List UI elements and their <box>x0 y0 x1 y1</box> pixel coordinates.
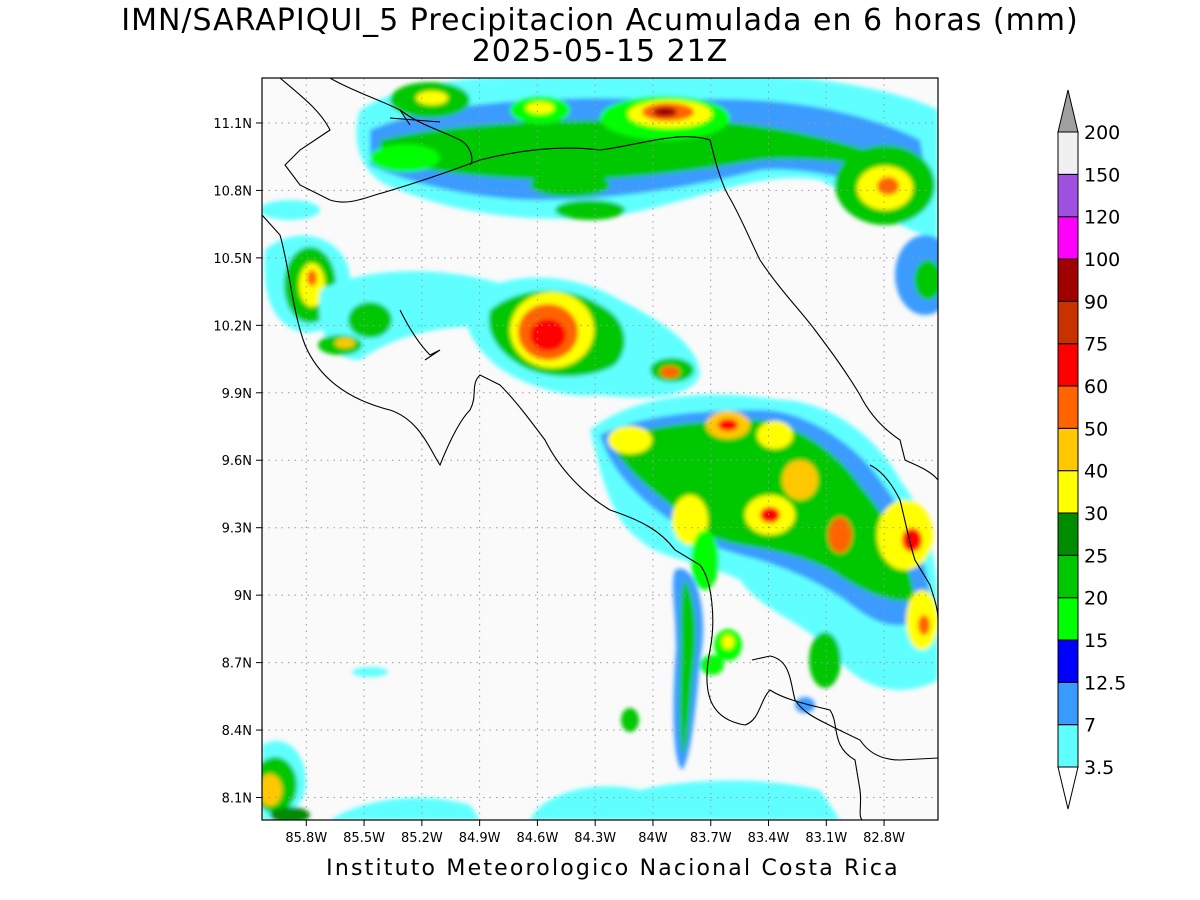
colorbar-over-arrow <box>1057 89 1079 133</box>
lon-tick-label: 84.3W <box>574 831 616 846</box>
colorbar-level-label: 3.5 <box>1084 757 1114 779</box>
colorbar-swatch <box>1057 300 1079 345</box>
lon-tick-label: 82.8W <box>863 831 905 846</box>
colorbar-swatch <box>1057 512 1079 556</box>
lat-tick-label: 8.7N <box>222 657 252 672</box>
lat-tick-label: 9N <box>234 589 252 604</box>
colorbar-swatch <box>1057 216 1079 260</box>
colorbar-swatch <box>1057 554 1079 599</box>
coastlines-and-borders <box>262 78 938 820</box>
lat-tick-label: 8.4N <box>222 724 252 739</box>
map-frame <box>261 77 939 821</box>
precipitation-colorbar: 3.5 7 12.5 15 20 25 30 40 50 60 75 90 100 120 150 200 <box>1057 89 1126 810</box>
lat-tick-label: 11.1N <box>213 117 252 132</box>
longitude-axis: 85.8W 85.5W 85.2W 84.9W 84.6W 84.3W 84W 83.7W 83… <box>285 820 905 846</box>
map-title: IMN/SARAPIQUI_5 Precipitacion Acumulada … <box>121 3 1079 38</box>
colorbar-level-label: 90 <box>1084 291 1108 313</box>
colorbar-level-label: 7 <box>1084 715 1096 737</box>
colorbar-swatch <box>1057 724 1079 768</box>
lon-tick-label: 83.1W <box>805 831 847 846</box>
colorbar-under-arrow <box>1057 766 1079 810</box>
colorbar-level-label: 40 <box>1084 461 1108 483</box>
lon-tick-label: 84.6W <box>517 831 559 846</box>
colorbar-swatch <box>1057 427 1079 472</box>
lat-tick-label: 10.2N <box>213 319 252 334</box>
colorbar-swatch <box>1057 343 1079 387</box>
map-grid <box>262 78 938 820</box>
precip-area-north-green <box>380 118 900 180</box>
panama-coast-south <box>751 655 938 761</box>
lat-tick-label: 9.9N <box>222 387 252 402</box>
colorbar-level-label: 150 <box>1084 164 1120 186</box>
colorbar-swatch <box>1057 639 1079 683</box>
lat-tick-label: 9.6N <box>222 454 252 469</box>
lon-tick-label: 85.2W <box>401 831 443 846</box>
colorbar-level-label: 20 <box>1084 588 1108 610</box>
colorbar-level-label: 15 <box>1084 630 1108 652</box>
panama-border <box>869 464 938 621</box>
colorbar-level-label: 25 <box>1084 545 1108 567</box>
pacific-coast-nicoya <box>262 214 863 820</box>
footer-credit: Instituto Meteorologico Nacional Costa R… <box>326 856 900 881</box>
lat-tick-label: 8.1N <box>222 792 252 807</box>
colorbar-level-label: 120 <box>1084 207 1120 229</box>
lon-tick-label: 83.4W <box>748 831 790 846</box>
colorbar-level-label: 100 <box>1084 249 1120 271</box>
nicaragua-border <box>279 78 729 203</box>
colorbar-swatch <box>1057 385 1079 429</box>
lon-tick-label: 84W <box>638 831 668 846</box>
caribbean-coast <box>727 194 938 481</box>
lon-tick-label: 85.8W <box>285 831 327 846</box>
colorbar-swatch <box>1057 173 1079 218</box>
lat-tick-label: 9.3N <box>222 522 252 537</box>
colorbar-swatch <box>1057 597 1079 641</box>
colorbar-level-label: 30 <box>1084 503 1108 525</box>
colorbar-swatch <box>1057 470 1079 514</box>
precipitation-field <box>262 78 938 820</box>
colorbar-level-label: 200 <box>1084 122 1120 144</box>
colorbar-level-label: 60 <box>1084 376 1108 398</box>
lon-tick-label: 83.7W <box>690 831 732 846</box>
colorbar-level-label: 50 <box>1084 418 1108 440</box>
lat-tick-label: 10.8N <box>213 184 252 199</box>
colorbar-level-label: 75 <box>1084 334 1108 356</box>
colorbar-swatch <box>1057 131 1079 175</box>
latitude-axis: 11.1N 10.8N 10.5N 10.2N 9.9N 9.6N 9.3N 9N 8.7N 8.… <box>213 117 262 807</box>
golfo-nicoya <box>399 309 441 361</box>
map-valid-time: 2025-05-15 21Z <box>471 34 729 69</box>
colorbar-swatch <box>1057 681 1079 726</box>
lake-nicaragua-shore <box>329 78 473 166</box>
lon-tick-label: 84.9W <box>459 831 501 846</box>
colorbar-level-label: 12.5 <box>1084 672 1126 694</box>
lat-tick-label: 10.5N <box>213 252 252 267</box>
lon-tick-label: 85.5W <box>343 831 385 846</box>
colorbar-swatch <box>1057 258 1079 302</box>
